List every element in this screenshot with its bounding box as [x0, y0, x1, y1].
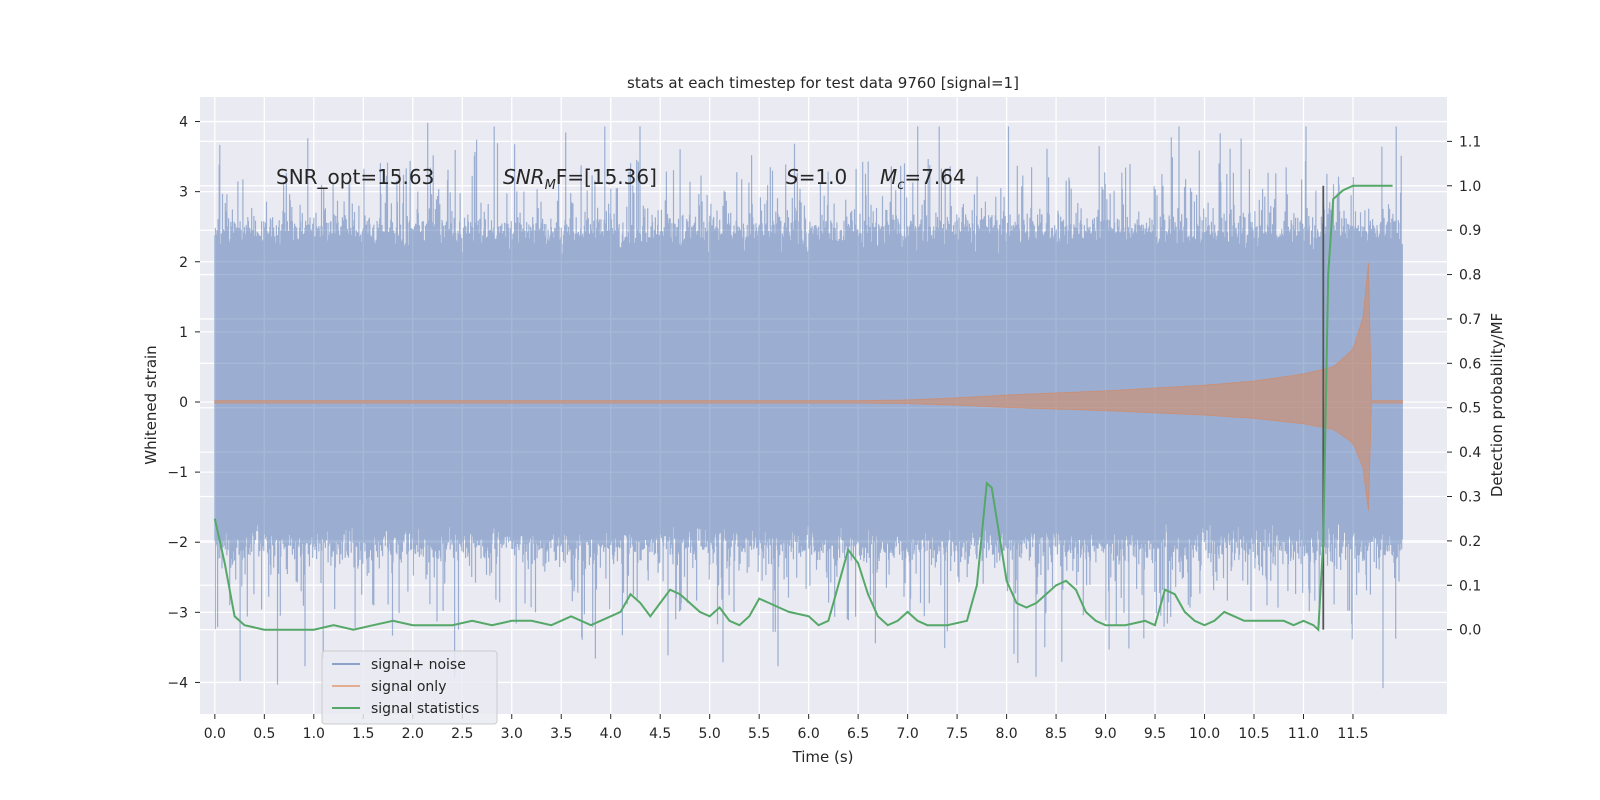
legend: signal+ noise signal only signal statist… — [321, 650, 498, 725]
x-tick-label: 4.0 — [600, 726, 622, 742]
x-tick-label: 5.0 — [699, 726, 721, 742]
x-tick-label: 7.5 — [946, 726, 968, 742]
y-tick-label: −1 — [167, 465, 188, 481]
chart-title: stats at each timestep for test data 976… — [627, 74, 1019, 92]
x-tick-label: 2.5 — [451, 726, 473, 742]
x-axis-label: Time (s) — [792, 748, 854, 766]
legend-label-signal-only: signal only — [371, 679, 446, 695]
y-tick-label: 2 — [179, 255, 188, 271]
y-tick-label: 4 — [179, 115, 188, 131]
y-axis-label: Whitened strain — [142, 345, 160, 464]
y-right-tick-label: 0.0 — [1459, 623, 1481, 639]
y-right-tick-label: 0.7 — [1459, 312, 1481, 328]
signal-only-series — [214, 262, 1403, 511]
annotation-snr-opt: SNR_opt=15.63 — [276, 165, 434, 189]
y-right-tick-label: 0.2 — [1459, 534, 1481, 550]
x-tick-label: 0.0 — [204, 726, 226, 742]
x-tick-label: 3.0 — [501, 726, 523, 742]
annotation-mc: Mc=7.64 — [880, 165, 966, 193]
x-tick-label: 8.0 — [995, 726, 1017, 742]
y-axis-right-label: Detection probability/MF — [1488, 313, 1506, 497]
x-tick-label: 1.5 — [352, 726, 374, 742]
y-right-tick-label: 0.6 — [1459, 356, 1481, 372]
x-tick-label: 6.5 — [847, 726, 869, 742]
y-right-tick-label: 0.1 — [1459, 578, 1481, 594]
x-tick-label: 3.5 — [550, 726, 572, 742]
x-tick-label: 8.5 — [1045, 726, 1067, 742]
x-tick-label: 11.5 — [1337, 726, 1368, 742]
y-axis-right: 0.0 0.1 0.2 0.3 0.4 0.5 0.6 0.7 0.8 0.9 1.0 1.1 — [1447, 134, 1481, 639]
x-tick-label: 2.0 — [402, 726, 424, 742]
x-tick-label: 11.0 — [1288, 726, 1319, 742]
y-right-tick-label: 0.5 — [1459, 401, 1481, 417]
x-tick-label: 0.5 — [253, 726, 275, 742]
x-tick-label: 5.5 — [748, 726, 770, 742]
x-tick-label: 4.5 — [649, 726, 671, 742]
y-right-tick-label: 0.4 — [1459, 445, 1481, 461]
y-tick-label: −4 — [167, 675, 188, 691]
y-tick-label: 0 — [179, 395, 188, 411]
y-right-tick-label: 1.0 — [1459, 179, 1481, 195]
y-right-tick-label: 0.3 — [1459, 489, 1481, 505]
y-right-tick-label: 1.1 — [1459, 134, 1481, 150]
x-tick-label: 6.0 — [798, 726, 820, 742]
x-tick-label: 9.0 — [1094, 726, 1116, 742]
annotation-snr-mf: SNRMF=[15.36] — [503, 165, 657, 193]
x-tick-label: 1.0 — [303, 726, 325, 742]
legend-box — [321, 650, 498, 725]
y-right-tick-label: 0.9 — [1459, 223, 1481, 239]
legend-label-signal-statistics: signal statistics — [371, 701, 479, 717]
y-tick-label: 3 — [179, 185, 188, 201]
legend-label-signal-noise: signal+ noise — [371, 657, 466, 673]
x-tick-label: 7.0 — [896, 726, 918, 742]
x-tick-label: 9.5 — [1144, 726, 1166, 742]
annotation-s: S=1.0 — [786, 165, 847, 189]
y-axis-left: −4 −3 −2 −1 0 1 2 3 4 — [167, 115, 200, 691]
y-right-tick-label: 0.8 — [1459, 268, 1481, 284]
y-tick-label: −2 — [167, 535, 188, 551]
x-axis: 0.0 0.5 1.0 1.5 2.0 2.5 3.0 3.5 4.0 4.5 5.0 5.5 6.0 6… — [204, 714, 1369, 742]
x-tick-label: 10.0 — [1189, 726, 1220, 742]
y-tick-label: 1 — [179, 325, 188, 341]
x-tick-label: 10.5 — [1238, 726, 1269, 742]
signal-statistics-series — [213, 184, 1393, 632]
y-tick-label: −3 — [167, 605, 188, 621]
